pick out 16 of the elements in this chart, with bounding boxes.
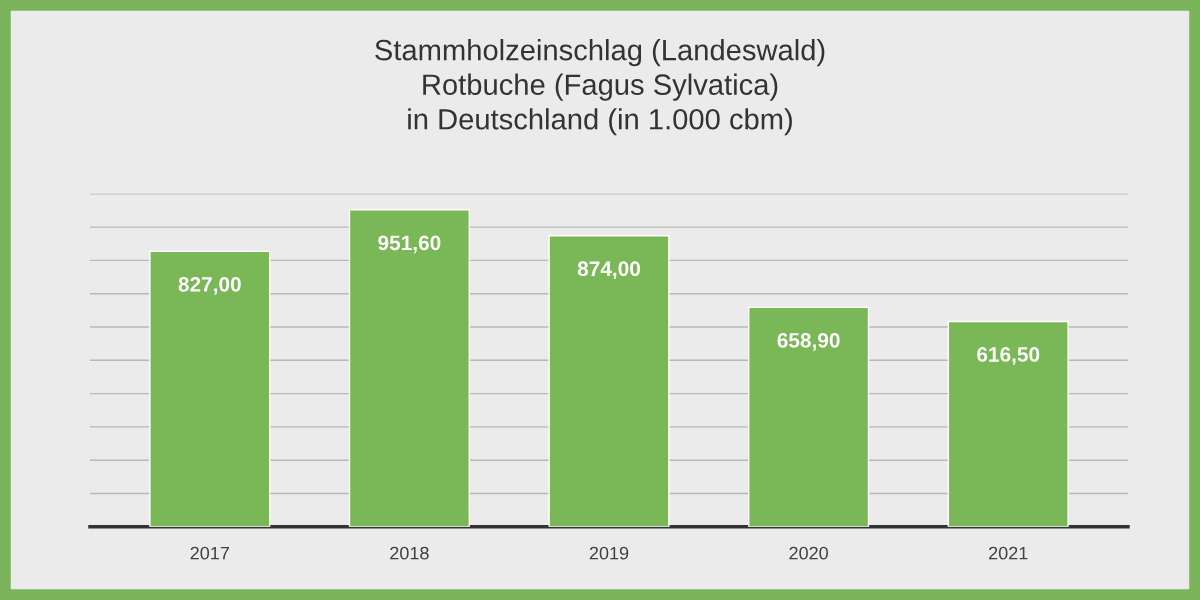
x-tick-label: 2021 [989, 546, 1028, 560]
data-label: 874,00 [577, 261, 641, 280]
chart-title: Stammholzeinschlag (Landeswald) Rotbuche (Fagus Sylvatica) in Deutschland (in 1.000 cbm) [375, 39, 825, 136]
data-label: 616,50 [977, 347, 1040, 365]
bar [548, 235, 670, 527]
x-tick-label: 2020 [789, 546, 828, 560]
bar [348, 209, 470, 527]
data-label: 658,90 [777, 332, 840, 351]
bar [149, 250, 271, 527]
x-tick-label: 2019 [589, 546, 629, 560]
data-label: 951,60 [378, 235, 441, 254]
data-label: 827,00 [178, 276, 241, 295]
bar [947, 320, 1069, 527]
x-tick-label: 2018 [390, 546, 429, 560]
x-tick-label: 2017 [190, 546, 229, 560]
bar [748, 306, 870, 527]
